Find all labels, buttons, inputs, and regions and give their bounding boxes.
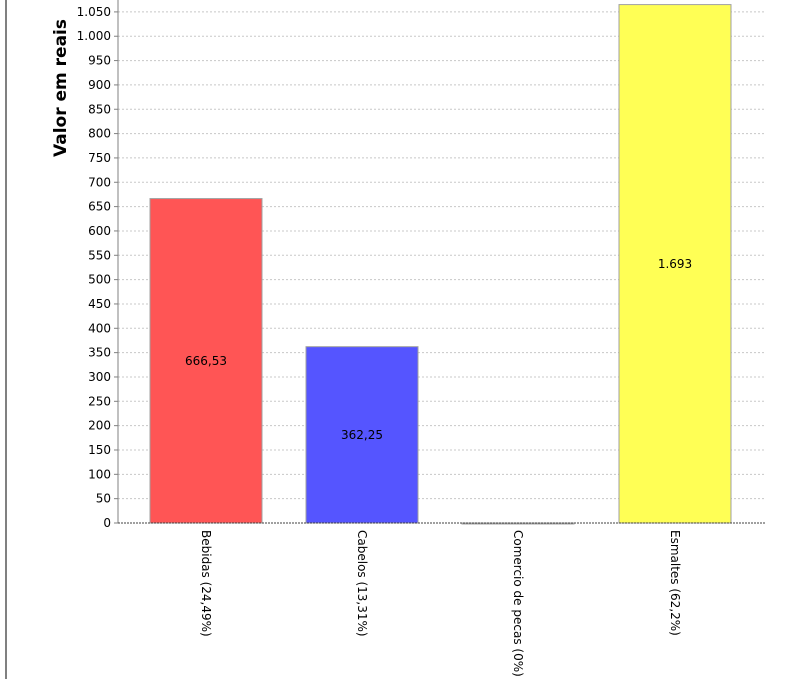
y-tick-label: 700 (88, 175, 111, 189)
y-tick-label: 650 (88, 200, 111, 214)
y-tick-label: 750 (88, 151, 111, 165)
bar-value-label: 666,53 (185, 354, 227, 368)
y-tick-label: 950 (88, 54, 111, 68)
y-tick-label: 1.050 (77, 5, 111, 19)
y-tick-label: 600 (88, 224, 111, 238)
bars: 666,53 362,25 1.693 (149, 4, 732, 525)
y-tick-label: 800 (88, 127, 111, 141)
bar-value-label: 362,25 (341, 428, 383, 442)
y-tick-label: 1.000 (77, 29, 111, 43)
y-axis-label: Valor em reais (51, 19, 71, 157)
x-tick-label: Esmaltes (62,2%) (668, 530, 682, 636)
x-axis-labels: Bebidas (24,49%) Cabelos (13,31%) Comercio… (199, 530, 682, 677)
bar (618, 4, 732, 524)
x-tick-label: Comercio de pecas (0%) (511, 530, 525, 677)
x-tick-label: Cabelos (13,31%) (355, 530, 369, 637)
bar (305, 346, 419, 524)
y-tick-label: 200 (88, 419, 111, 433)
y-tick-label: 100 (88, 467, 111, 481)
y-tick-label: 850 (88, 102, 111, 116)
axes (117, 0, 765, 524)
y-tick-label: 250 (88, 394, 111, 408)
bar-value-label: 1.693 (658, 257, 692, 271)
y-tick-label: 50 (96, 492, 111, 506)
y-tick-label: 300 (88, 370, 111, 384)
y-tick-label: 350 (88, 346, 111, 360)
y-tick-label: 150 (88, 443, 111, 457)
y-tick-label: 900 (88, 78, 111, 92)
y-tick-label: 0 (103, 516, 111, 530)
x-tick-label: Bebidas (24,49%) (199, 530, 213, 637)
y-tick-label: 450 (88, 297, 111, 311)
y-axis-ticks: 0 50 100 150 200 250 300 350 400 450 500 550 600 650 7… (77, 5, 118, 530)
y-tick-label: 500 (88, 273, 111, 287)
y-tick-label: 550 (88, 248, 111, 262)
y-tick-label: 400 (88, 321, 111, 335)
